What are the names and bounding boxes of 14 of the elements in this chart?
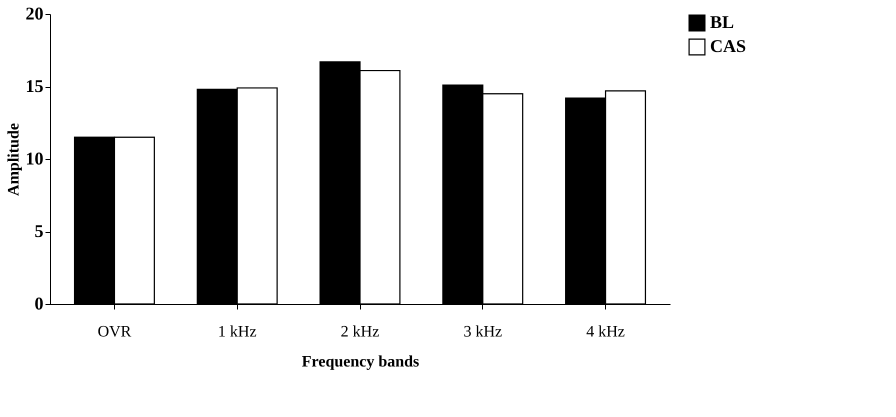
- y-tick-label: 10: [26, 148, 44, 168]
- legend-label: CAS: [710, 36, 746, 56]
- legend-label: BL: [710, 12, 734, 32]
- x-tick-label: 1 kHz: [218, 324, 257, 340]
- y-tick-label: 5: [34, 221, 44, 241]
- y-tick-label: 0: [34, 294, 44, 314]
- x-tick-label: 3 kHz: [463, 324, 502, 340]
- x-axis-title: Frequency bands: [302, 354, 420, 370]
- x-tick-label: 4 kHz: [586, 324, 625, 340]
- y-axis-title: Amplitude: [6, 123, 22, 196]
- x-tick-label: OVR: [98, 324, 132, 340]
- x-tick-label: 2 kHz: [340, 324, 380, 340]
- y-tick-label: 15: [26, 76, 44, 96]
- y-tick-label: 20: [26, 4, 44, 24]
